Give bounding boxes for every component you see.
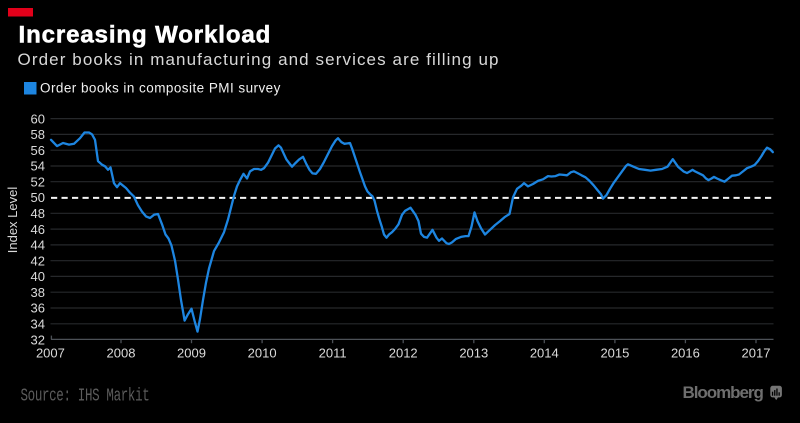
svg-text:Order books in composite PMI s: Order books in composite PMI survey [40, 81, 281, 96]
svg-text:Increasing Workload: Increasing Workload [19, 22, 272, 49]
svg-text:Bloomberg: Bloomberg [683, 383, 764, 402]
svg-text:34: 34 [31, 317, 45, 332]
svg-text:40: 40 [31, 269, 45, 284]
svg-text:50: 50 [31, 190, 45, 205]
svg-text:58: 58 [31, 127, 45, 142]
svg-text:32: 32 [31, 332, 45, 347]
svg-text:54: 54 [31, 159, 45, 174]
svg-text:2010: 2010 [248, 345, 277, 360]
svg-text:38: 38 [31, 285, 45, 300]
svg-text:42: 42 [31, 253, 45, 268]
svg-text:2007: 2007 [36, 345, 65, 360]
svg-text:2014: 2014 [530, 345, 559, 360]
svg-text:2017: 2017 [742, 345, 771, 360]
svg-text:2011: 2011 [319, 345, 347, 360]
svg-text:2008: 2008 [107, 345, 136, 360]
svg-text:2015: 2015 [600, 345, 629, 360]
svg-text:2012: 2012 [389, 345, 418, 360]
svg-text:2013: 2013 [459, 345, 488, 360]
svg-text:Source: IHS Markit: Source: IHS Markit [21, 385, 150, 406]
svg-text:52: 52 [31, 174, 45, 189]
svg-text:46: 46 [31, 222, 45, 237]
svg-text:Index Level: Index Level [5, 187, 20, 254]
svg-text:60: 60 [31, 111, 45, 126]
svg-text:56: 56 [31, 143, 45, 158]
svg-text:36: 36 [31, 301, 45, 316]
svg-text:48: 48 [31, 206, 45, 221]
svg-text:2016: 2016 [671, 345, 700, 360]
svg-text:2009: 2009 [177, 345, 206, 360]
svg-text:Order books in manufacturing a: Order books in manufacturing and service… [18, 50, 500, 69]
svg-text:44: 44 [31, 238, 45, 253]
